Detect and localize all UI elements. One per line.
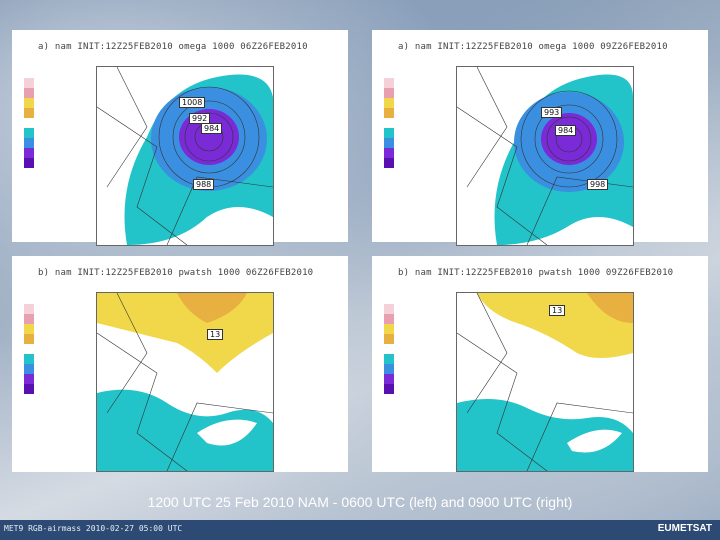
- colorbar: [24, 304, 34, 394]
- caption: 1200 UTC 25 Feb 2010 NAM - 0600 UTC (lef…: [147, 494, 573, 510]
- eumetsat-logo: EUMETSAT: [657, 523, 712, 534]
- panel-title: a) nam INIT:12Z25FEB2010 omega 1000 06Z2…: [38, 42, 308, 52]
- colorbar: [24, 78, 34, 168]
- panel-pwat-0600: b) nam INIT:12Z25FEB2010 pwatsh 1000 06Z…: [12, 256, 348, 472]
- colorbar: [384, 78, 394, 168]
- contour-label: 988: [193, 179, 215, 190]
- panel-pwat-0900: b) nam INIT:12Z25FEB2010 pwatsh 1000 09Z…: [372, 256, 708, 472]
- panel-title: b) nam INIT:12Z25FEB2010 pwatsh 1000 06Z…: [38, 268, 314, 278]
- contour-label: 992: [189, 113, 211, 124]
- map-area: 993 984 998: [456, 66, 634, 246]
- panel-omega-0900: a) nam INIT:12Z25FEB2010 omega 1000 09Z2…: [372, 30, 708, 246]
- map-area: 1008 992 984 988: [96, 66, 274, 246]
- contour-label: 998: [587, 179, 609, 190]
- footer-timestamp: MET9 RGB-airmass 2010-02-27 05:00 UTC: [4, 524, 183, 533]
- colorbar: [384, 304, 394, 394]
- contour-label: 1008: [179, 97, 206, 108]
- contour-label: 993: [541, 107, 563, 118]
- contour-label: 984: [555, 125, 577, 136]
- contour-label: 13: [207, 329, 224, 340]
- footer-bar: MET9 RGB-airmass 2010-02-27 05:00 UTC EU…: [0, 520, 720, 540]
- panel-omega-0600: a) nam INIT:12Z25FEB2010 omega 1000 06Z2…: [12, 30, 348, 246]
- map-area: 13: [456, 292, 634, 472]
- contour-label: 13: [549, 305, 566, 316]
- panel-title: a) nam INIT:12Z25FEB2010 omega 1000 09Z2…: [398, 42, 668, 52]
- map-area: 13: [96, 292, 274, 472]
- contour-label: 984: [201, 123, 223, 134]
- panel-title: b) nam INIT:12Z25FEB2010 pwatsh 1000 09Z…: [398, 268, 674, 278]
